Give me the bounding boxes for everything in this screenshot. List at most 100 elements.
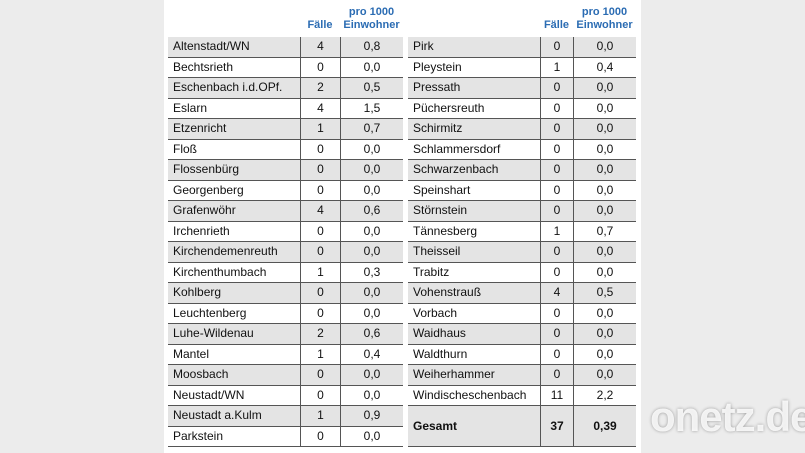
row-name: Bechtsrieth bbox=[168, 58, 300, 78]
row-cases: 0 bbox=[300, 139, 340, 160]
row-rate: 0,7 bbox=[573, 221, 636, 242]
header-rate: Einwohner bbox=[343, 19, 400, 31]
row-name: Speinshart bbox=[408, 181, 540, 201]
row-name: Püchersreuth bbox=[408, 99, 540, 119]
row-rate: 0,0 bbox=[573, 242, 636, 263]
row-rate: 0,5 bbox=[340, 78, 403, 99]
row-rate: 0,6 bbox=[340, 324, 403, 345]
row-name: Trabitz bbox=[408, 263, 540, 283]
row-name: Schirmitz bbox=[408, 119, 540, 140]
row-rate: 0,0 bbox=[573, 98, 636, 119]
row-cases: 0 bbox=[540, 180, 573, 201]
row-rate: 0,0 bbox=[573, 119, 636, 140]
row-cases: 4 bbox=[300, 37, 340, 58]
row-name: Floß bbox=[168, 140, 300, 160]
row-rate: 0,7 bbox=[340, 119, 403, 140]
row-cases: 2 bbox=[300, 78, 340, 99]
row-name: Eslarn bbox=[168, 99, 300, 119]
row-name: Schwarzenbach bbox=[408, 160, 540, 181]
row-name: Luhe-Wildenau bbox=[168, 324, 300, 345]
row-rate: 0,9 bbox=[340, 406, 403, 427]
row-name: Leuchtenberg bbox=[168, 304, 300, 324]
row-name: Waldthurn bbox=[408, 345, 540, 365]
row-rate: 0,0 bbox=[573, 262, 636, 283]
row-cases: 0 bbox=[540, 37, 573, 58]
row-name: Parkstein bbox=[168, 427, 300, 447]
row-cases: 0 bbox=[300, 303, 340, 324]
row-cases: 0 bbox=[540, 78, 573, 99]
row-cases: 0 bbox=[300, 180, 340, 201]
row-cases: 0 bbox=[540, 262, 573, 283]
row-name: Kirchenthumbach bbox=[168, 263, 300, 283]
header-rate: Einwohner bbox=[576, 19, 633, 31]
row-rate: 0,0 bbox=[573, 180, 636, 201]
row-rate: 0,4 bbox=[573, 57, 636, 78]
row-cases: 1 bbox=[300, 119, 340, 140]
row-rate: 0,0 bbox=[340, 385, 403, 406]
header-cases: Fälle bbox=[543, 19, 570, 31]
row-cases: 0 bbox=[540, 242, 573, 263]
row-name: Mantel bbox=[168, 345, 300, 365]
row-cases: 0 bbox=[300, 385, 340, 406]
row-name: Tännesberg bbox=[408, 222, 540, 242]
row-rate: 0,0 bbox=[573, 160, 636, 181]
row-rate: 1,5 bbox=[340, 98, 403, 119]
row-cases: 11 bbox=[540, 385, 573, 406]
row-cases: 1 bbox=[540, 57, 573, 78]
row-rate: 0,0 bbox=[340, 303, 403, 324]
row-rate: 0,0 bbox=[573, 324, 636, 345]
row-cases: 0 bbox=[540, 119, 573, 140]
row-cases: 1 bbox=[300, 344, 340, 365]
total-name: Gesamt bbox=[408, 406, 540, 447]
row-name: Neustadt/WN bbox=[168, 386, 300, 406]
row-name: Windischeschenbach bbox=[408, 386, 540, 406]
row-cases: 0 bbox=[300, 160, 340, 181]
row-rate: 0,4 bbox=[340, 344, 403, 365]
row-cases: 0 bbox=[300, 365, 340, 386]
row-cases: 0 bbox=[300, 426, 340, 447]
row-name: Kirchendemenreuth bbox=[168, 242, 300, 263]
header-rate: pro 1000 bbox=[348, 6, 395, 18]
row-cases: 0 bbox=[300, 221, 340, 242]
total-rate: 0,39 bbox=[573, 406, 636, 447]
row-name: Weiherhammer bbox=[408, 365, 540, 386]
row-name: Theisseil bbox=[408, 242, 540, 263]
row-rate: 0,0 bbox=[573, 139, 636, 160]
row-rate: 0,0 bbox=[573, 201, 636, 222]
row-cases: 1 bbox=[300, 262, 340, 283]
row-name: Eschenbach i.d.OPf. bbox=[168, 78, 300, 99]
row-cases: 4 bbox=[300, 98, 340, 119]
row-cases: 0 bbox=[300, 283, 340, 304]
row-rate: 0,0 bbox=[340, 160, 403, 181]
row-cases: 0 bbox=[540, 201, 573, 222]
row-rate: 2,2 bbox=[573, 385, 636, 406]
row-name: Pleystein bbox=[408, 58, 540, 78]
row-rate: 0,0 bbox=[340, 139, 403, 160]
row-name: Pirk bbox=[408, 37, 540, 58]
row-rate: 0,0 bbox=[340, 180, 403, 201]
row-cases: 0 bbox=[540, 98, 573, 119]
row-name: Georgenberg bbox=[168, 181, 300, 201]
row-name: Grafenwöhr bbox=[168, 201, 300, 222]
row-cases: 1 bbox=[540, 221, 573, 242]
row-rate: 0,6 bbox=[340, 201, 403, 222]
header-rate: pro 1000 bbox=[581, 6, 628, 18]
row-rate: 0,0 bbox=[573, 78, 636, 99]
row-name: Neustadt a.Kulm bbox=[168, 406, 300, 427]
row-name: Irchenrieth bbox=[168, 222, 300, 242]
row-rate: 0,0 bbox=[573, 344, 636, 365]
row-rate: 0,3 bbox=[340, 262, 403, 283]
row-cases: 0 bbox=[300, 242, 340, 263]
row-cases: 4 bbox=[540, 283, 573, 304]
row-name: Moosbach bbox=[168, 365, 300, 386]
row-rate: 0,0 bbox=[573, 303, 636, 324]
row-cases: 0 bbox=[300, 57, 340, 78]
row-rate: 0,0 bbox=[340, 283, 403, 304]
row-cases: 0 bbox=[540, 344, 573, 365]
total-cases: 37 bbox=[540, 406, 573, 447]
row-name: Flossenbürg bbox=[168, 160, 300, 181]
row-rate: 0,0 bbox=[340, 365, 403, 386]
row-rate: 0,0 bbox=[340, 57, 403, 78]
row-cases: 0 bbox=[540, 160, 573, 181]
